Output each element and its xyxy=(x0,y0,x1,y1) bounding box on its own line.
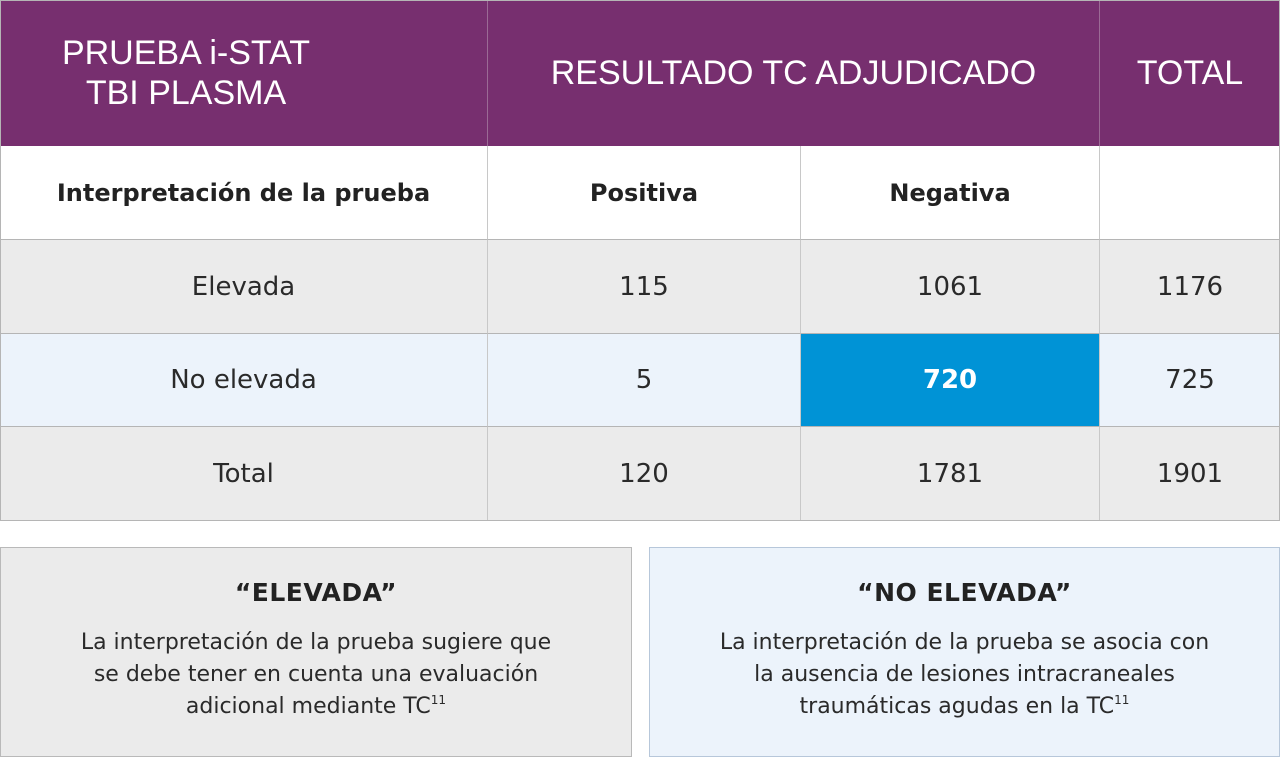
row-no-elevada-positive: 5 xyxy=(488,334,801,427)
elevada-box-line3-wrap: adicional mediante TC11 xyxy=(56,691,576,723)
row-elevada-label: Elevada xyxy=(0,240,488,334)
subheader-total-empty xyxy=(1100,146,1280,240)
elevada-box-title: “ELEVADA” xyxy=(234,578,398,607)
elevada-explanation-box: “ELEVADA” La interpretación de la prueba… xyxy=(0,547,632,757)
header-test-name-line2: TBI PLASMA xyxy=(85,74,287,112)
subheader-negative: Negativa xyxy=(801,146,1100,240)
row-total-negative: 1781 xyxy=(801,427,1100,521)
row-total-total: 1901 xyxy=(1100,427,1280,521)
row-total-label: Total xyxy=(0,427,488,521)
header-test-name-line1: PRUEBA i-STAT xyxy=(61,34,311,72)
no-elevada-box-title: “NO ELEVADA” xyxy=(857,578,1072,607)
row-elevada-negative: 1061 xyxy=(801,240,1100,334)
elevada-box-line2: se debe tener en cuenta una evaluación xyxy=(93,662,539,687)
subheader-interpretation: Interpretación de la prueba xyxy=(0,146,488,240)
row-no-elevada-negative-highlight: 720 xyxy=(801,334,1100,427)
no-elevada-box-reference: 11 xyxy=(1114,693,1130,707)
no-elevada-box-line3-wrap: traumáticas agudas en la TC11 xyxy=(700,691,1230,723)
row-total-positive: 120 xyxy=(488,427,801,521)
header-total: TOTAL xyxy=(1100,0,1280,146)
no-elevada-box-line3: traumáticas agudas en la TC xyxy=(799,694,1115,719)
row-no-elevada-total: 725 xyxy=(1100,334,1280,427)
no-elevada-box-text: La interpretación de la prueba se asocia… xyxy=(700,627,1230,723)
elevada-box-reference: 11 xyxy=(430,693,447,707)
no-elevada-box-line2: la ausencia de lesiones intracraneales xyxy=(754,662,1175,687)
results-table: PRUEBA i-STAT TBI PLASMA RESULTADO TC AD… xyxy=(0,0,1280,521)
subheader-positive: Positiva xyxy=(488,146,801,240)
elevada-box-line1: La interpretación de la prueba sugiere q… xyxy=(80,630,552,655)
row-elevada-total: 1176 xyxy=(1100,240,1280,334)
no-elevada-box-line1: La interpretación de la prueba se asocia… xyxy=(719,630,1210,655)
row-no-elevada-label: No elevada xyxy=(0,334,488,427)
elevada-box-text: La interpretación de la prueba sugiere q… xyxy=(56,627,576,723)
elevada-box-line3: adicional mediante TC xyxy=(185,694,431,719)
header-ct-result: RESULTADO TC ADJUDICADO xyxy=(488,0,1100,146)
no-elevada-explanation-box: “NO ELEVADA” La interpretación de la pru… xyxy=(649,547,1280,757)
row-elevada-positive: 115 xyxy=(488,240,801,334)
header-test-name: PRUEBA i-STAT TBI PLASMA xyxy=(0,0,488,146)
